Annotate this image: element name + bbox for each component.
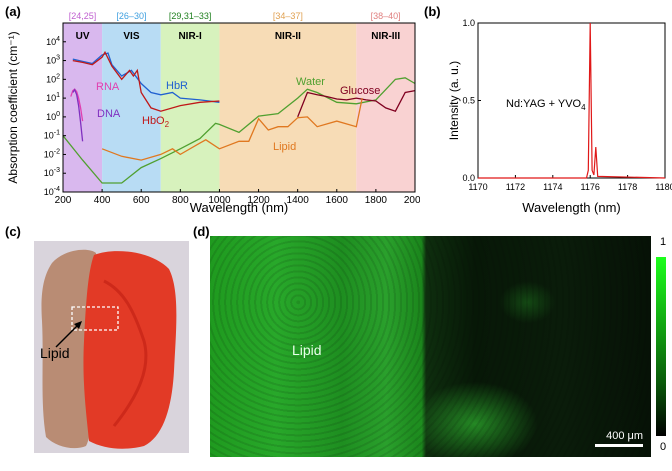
band-name-nir-ii: NIR-II <box>275 31 301 42</box>
colorbar <box>656 257 666 436</box>
x-tick-label-b: 1178 <box>618 182 637 192</box>
tissue-photo: Lipid <box>34 241 189 453</box>
scale-bar-label: 400 μm <box>606 430 643 442</box>
y-axis-title: Absorption coefficient (cm⁻¹) <box>6 31 20 183</box>
series-line-rna <box>70 88 84 122</box>
region-of-interest-box <box>71 306 119 331</box>
x-tick-label: 600 <box>133 195 150 206</box>
y-tick-label: 104 <box>46 36 60 47</box>
rna-label: RNA <box>96 81 120 93</box>
series-line-hbo <box>72 50 220 112</box>
y-tick-label: 103 <box>46 55 60 66</box>
x-tick-label: 1000 <box>208 195 231 206</box>
band-nir-ii <box>219 23 357 192</box>
band-name-nir-iii: NIR-III <box>371 31 400 42</box>
y-tick-label: 102 <box>46 73 60 84</box>
absorption-chart: UV [24,25] VIS [26–30] NIR-I [29,31–33] NIR-II… <box>6 11 420 215</box>
y-tick-label: 10-4 <box>44 186 60 197</box>
plot-frame-b <box>477 22 666 179</box>
x-tick-label: 800 <box>172 195 189 206</box>
glucose-label: Glucose <box>340 85 380 97</box>
band-ref-nir-ii: [34–37] <box>273 11 303 21</box>
x-tick-label: 1400 <box>287 195 310 206</box>
x-tick-label-b: 1176 <box>581 182 600 192</box>
arrow-head-icon <box>74 321 82 329</box>
plot-frame <box>62 22 416 193</box>
tissue-drawing <box>41 249 177 449</box>
y-tick-label: 10-3 <box>44 167 60 178</box>
panel-label-c: (c) <box>5 224 21 239</box>
x-tick-label-b: 1170 <box>468 182 487 192</box>
water-label: Water <box>296 76 325 88</box>
series-line-glucose <box>297 89 416 118</box>
lipid-tissue-region <box>41 249 98 449</box>
emission-line <box>478 22 666 179</box>
lipid-pointer-arrow <box>55 322 81 348</box>
x-tick-label: 1200 <box>247 195 270 206</box>
hbr-label: HbR <box>166 80 188 92</box>
x-tick-label: 400 <box>94 195 111 206</box>
band-name-uv: UV <box>76 31 90 42</box>
scale-bar <box>595 444 643 447</box>
y-tick-label: 10-2 <box>44 148 60 159</box>
band-ref-nir-iii: [38–40] <box>371 11 401 21</box>
y-tick-label-b: 0.5 <box>462 96 475 106</box>
x-tick-label-b: 1174 <box>543 182 562 192</box>
band-nir-i <box>160 23 220 192</box>
series-line-hbr <box>72 52 220 103</box>
band-name-nir-i: NIR-I <box>178 31 202 42</box>
laser-annotation: Nd:YAG + YVO4 <box>506 98 586 112</box>
x-tick-label: 2000 <box>404 195 420 206</box>
series-line-dna <box>72 88 84 142</box>
y-tick-label: 10-1 <box>44 130 60 141</box>
y-tick-label-b: 0.0 <box>462 173 475 183</box>
series-line-lipid <box>101 97 363 161</box>
x-axis-title-b: Wavelength (nm) <box>522 200 621 215</box>
panel-label-d: (d) <box>193 224 210 239</box>
band-ref-nir-i: [29,31–33] <box>169 11 212 21</box>
x-tick-label: 200 <box>55 195 72 206</box>
colorbar-max-label: 1 <box>660 236 667 248</box>
muscle-tissue-region <box>83 251 177 449</box>
micrograph-texture <box>210 236 651 457</box>
lipid-micrograph: Lipid 400 μm <box>210 236 651 457</box>
dna-label: DNA <box>97 108 121 120</box>
muscle-shading <box>103 279 148 427</box>
x-tick-label: 1600 <box>326 195 349 206</box>
lipid-label: Lipid <box>273 141 296 153</box>
x-tick-label: 1800 <box>365 195 388 206</box>
panel-label-b: (b) <box>424 4 441 19</box>
band-ref-uv: [24,25] <box>69 11 97 21</box>
band-uv <box>63 23 103 192</box>
series-line-water <box>62 77 416 184</box>
y-tick-label-b: 1.0 <box>462 18 475 28</box>
hbo2-label: HbO2 <box>142 115 170 129</box>
band-ref-vis: [26–30] <box>116 11 146 21</box>
y-axis-title-b: Intensity (a. u.) <box>447 61 461 140</box>
panel-label-a: (a) <box>5 4 21 19</box>
colorbar-min-label: 0 <box>660 441 667 453</box>
x-axis-title: Wavelength (nm) <box>190 200 289 215</box>
tissue-lipid-label: Lipid <box>40 345 70 361</box>
band-name-vis: VIS <box>123 31 139 42</box>
y-tick-label: 100 <box>46 111 60 122</box>
micrograph-lipid-label: Lipid <box>292 342 322 358</box>
x-tick-label-b: 1172 <box>506 182 525 192</box>
y-tick-label: 101 <box>46 92 60 103</box>
